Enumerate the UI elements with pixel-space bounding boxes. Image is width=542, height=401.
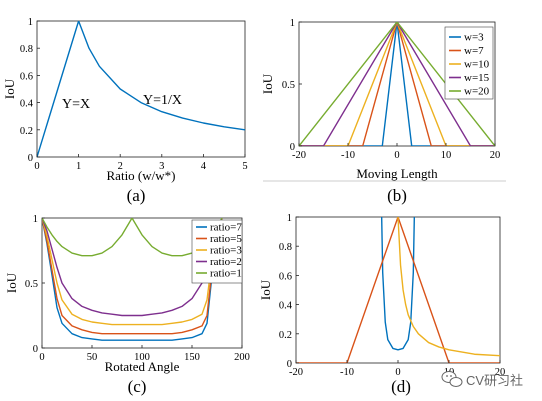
x-tick-label: 10 [441, 150, 452, 161]
x-tick-labels: -20 -10 0 10 20 [292, 143, 500, 161]
watermark: CV研习社 [441, 371, 523, 388]
x-tick-label: 4 [201, 161, 207, 172]
panel-caption: (b) [387, 186, 407, 205]
x-tick-label: 20 [495, 367, 506, 378]
series-line-1 [37, 21, 245, 157]
y-tick-label: 1 [28, 17, 33, 28]
y-tick-label: 0.5 [25, 279, 38, 290]
series-line-3 [397, 217, 500, 357]
panel-caption: (c) [128, 377, 147, 396]
y-tick-labels: 00.51 [282, 18, 302, 153]
y-tick-label: 0.5 [282, 80, 295, 91]
x-tick-label: 1 [76, 161, 81, 172]
legend-label-ratio-3: ratio=3 [210, 245, 242, 257]
legend: w=3w=7 w=10w=15 w=20 [449, 32, 490, 98]
y-tick-label: 0.8 [20, 44, 33, 55]
panel-caption: (a) [127, 186, 146, 205]
y-tick-label: 0.2 [279, 330, 292, 341]
y-tick-label: 0.8 [279, 242, 292, 253]
y-axis-label: IoU [4, 272, 19, 293]
legend-label-ratio-2: ratio=2 [210, 256, 242, 268]
y-axis-label: IoU [2, 78, 17, 99]
legend-label-ratio-5: ratio=5 [210, 233, 242, 245]
x-axis-label: Ratio (w/w*) [107, 168, 176, 183]
y-axis-label: IoU [260, 73, 275, 94]
x-tick-label: -20 [289, 367, 303, 378]
y-tick-labels: 00.51 [25, 214, 45, 355]
wechat-icon [441, 371, 463, 387]
x-tick-label: 50 [87, 352, 98, 363]
y-tick-label: 0 [290, 142, 295, 153]
series-line-ratio-7 [42, 218, 223, 341]
legend-box [444, 26, 494, 100]
series-line-1 [380, 217, 416, 351]
legend-label-w-7: w=7 [464, 45, 484, 57]
series-line-ratio-3 [42, 218, 223, 326]
x-tick-label: 20 [490, 150, 501, 161]
x-tick-label: 100 [134, 352, 150, 363]
legend-label-w-20: w=20 [464, 86, 490, 98]
y-tick-label: 0 [28, 153, 33, 164]
y-tick-label: 0.4 [20, 99, 34, 110]
series-line-ratio-5 [42, 218, 223, 335]
plot-area [36, 20, 246, 158]
annotation-yx: Y=X [62, 97, 90, 112]
x-tick-label: 150 [184, 352, 200, 363]
y-tick-label: 1 [290, 18, 295, 29]
y-tick-label: 0.6 [20, 71, 33, 82]
x-tick-label: 2 [118, 161, 123, 172]
series-line-w-20 [299, 22, 495, 146]
annotation-y-inv-x: Y=1/X [143, 93, 182, 108]
x-tick-label: 5 [242, 161, 247, 172]
legend-label-w-3: w=3 [464, 32, 484, 44]
x-tick-label: 0 [34, 161, 39, 172]
series-line-2 [296, 217, 500, 363]
x-tick-labels: 0 50 100 150 200 [39, 345, 250, 363]
y-tick-label: 0.4 [279, 301, 293, 312]
legend-label-ratio-7: ratio=7 [210, 222, 242, 234]
series-group [296, 217, 500, 363]
x-tick-label: -10 [340, 367, 354, 378]
panel-a: 0 1 2 3 4 5 0 0.2 0.4 0.6 0.8 1 Y=X Y=1/X Ratio (w… [2, 17, 248, 205]
x-tick-label: 3 [159, 161, 164, 172]
x-tick-label: 0 [395, 367, 400, 378]
y-tick-label: 0.2 [20, 126, 33, 137]
y-tick-labels: 0 0.2 0.4 0.6 0.8 1 [20, 17, 40, 164]
legend-label-w-15: w=15 [464, 72, 490, 84]
legend-label-w-10: w=10 [464, 59, 490, 71]
y-tick-label: 0 [287, 359, 292, 370]
x-tick-label: 200 [234, 352, 250, 363]
x-tick-label: -10 [341, 150, 355, 161]
y-tick-labels: 0 0.2 0.4 0.6 0.8 1 [279, 213, 299, 370]
legend-label-ratio-1: ratio=1 [210, 268, 242, 280]
y-tick-label: 1 [33, 214, 38, 225]
plot-area [295, 216, 501, 364]
y-tick-label: 0.6 [279, 271, 292, 282]
x-axis-label: Rotated Angle [105, 359, 180, 374]
x-tick-label: 0 [39, 352, 44, 363]
series-group [37, 21, 245, 157]
watermark-text: CV研习社 [466, 373, 523, 388]
panel-caption: (d) [391, 377, 411, 396]
x-axis-label: Moving Length [356, 166, 438, 181]
panel-b: -20 -10 0 10 20 00.51 w=3w=7w=10w=15w=20 Mov… [260, 18, 506, 205]
series-group [299, 22, 495, 146]
x-tick-labels: 0 1 2 3 4 5 [34, 154, 248, 172]
y-tick-label: 0 [33, 344, 38, 355]
x-tick-label: 0 [394, 150, 399, 161]
panel-c: 0 50 100 150 200 00.51 ratio=7ratio=5ratio=3… [4, 214, 250, 396]
y-axis-label: IoU [258, 279, 273, 300]
x-tick-label: -20 [292, 150, 306, 161]
y-tick-label: 1 [287, 213, 292, 224]
